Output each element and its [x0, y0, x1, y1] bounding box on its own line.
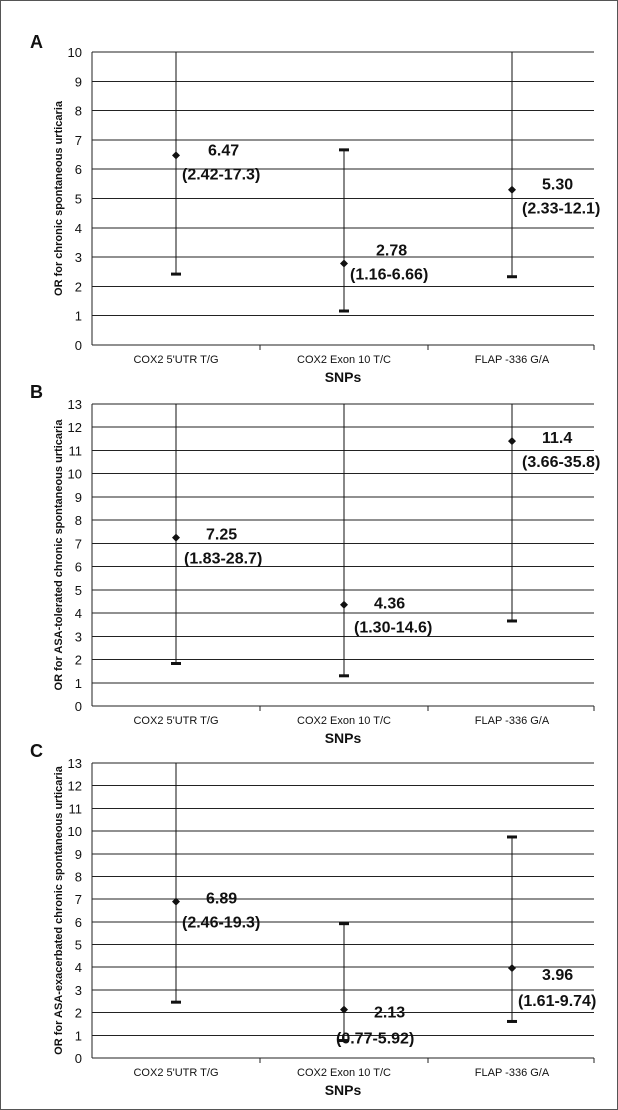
y-tick-label: 9 — [75, 847, 82, 862]
y-tick-label: 13 — [68, 756, 82, 771]
y-tick-label: 3 — [75, 250, 82, 265]
or-value-label: 2.13 — [374, 1005, 405, 1022]
y-axis-title: OR for ASA-tolerated chronic spontaneous… — [53, 419, 65, 691]
y-tick-label: 1 — [75, 676, 82, 691]
panel-letter: C — [30, 741, 43, 761]
x-tick-label: COX2 5'UTR T/G — [133, 354, 218, 366]
x-tick-label: FLAP -336 G/A — [475, 354, 550, 366]
ci-value-label: (1.30-14.6) — [354, 620, 432, 637]
y-tick-label: 2 — [75, 279, 82, 294]
y-tick-label: 5 — [75, 938, 82, 953]
x-tick-label: FLAP -336 G/A — [475, 715, 550, 727]
or-value-label: 6.89 — [206, 891, 237, 908]
y-tick-label: 4 — [75, 606, 82, 621]
or-value-label: 5.30 — [542, 177, 573, 194]
x-tick-label: COX2 Exon 10 T/C — [297, 354, 391, 366]
y-tick-label: 1 — [75, 309, 82, 324]
ci-value-label: (1.61-9.74) — [518, 993, 596, 1010]
or-value-label: 7.25 — [206, 527, 237, 544]
y-tick-label: 3 — [75, 983, 82, 998]
odds-ratio-point — [172, 897, 180, 906]
x-axis-title: SNPs — [325, 1082, 362, 1098]
x-tick-label: FLAP -336 G/A — [475, 1067, 550, 1079]
y-tick-label: 3 — [75, 629, 82, 644]
ci-value-label: (3.66-35.8) — [522, 454, 600, 471]
y-tick-label: 0 — [75, 1051, 82, 1066]
odds-ratio-point — [172, 151, 180, 160]
y-tick-label: 9 — [75, 490, 82, 505]
ci-value-label: (2.42-17.3) — [182, 166, 260, 183]
ci-value-label: (1.83-28.7) — [184, 551, 262, 568]
y-tick-label: 10 — [68, 467, 82, 482]
y-tick-label: 12 — [68, 779, 82, 794]
y-tick-label: 7 — [75, 133, 82, 148]
ci-value-label: (2.46-19.3) — [182, 915, 260, 932]
y-tick-label: 7 — [75, 536, 82, 551]
y-tick-label: 6 — [75, 560, 82, 575]
x-tick-label: COX2 5'UTR T/G — [133, 1067, 218, 1079]
y-tick-label: 11 — [69, 801, 83, 816]
or-value-label: 6.47 — [208, 142, 239, 159]
or-value-label: 2.78 — [376, 243, 407, 260]
y-tick-label: 8 — [75, 869, 82, 884]
y-tick-label: 1 — [75, 1028, 82, 1043]
y-tick-label: 11 — [69, 443, 83, 458]
y-tick-label: 5 — [75, 583, 82, 598]
y-axis-title: OR for chronic spontaneous urticaria — [53, 100, 65, 296]
ci-value-label: (0.77-5.92) — [336, 1031, 414, 1048]
odds-ratio-point — [508, 964, 516, 973]
y-tick-label: 4 — [75, 221, 82, 236]
or-value-label: 3.96 — [542, 967, 573, 984]
panel-letter: A — [30, 32, 43, 52]
y-tick-label: 13 — [68, 397, 82, 412]
y-tick-label: 8 — [75, 104, 82, 119]
odds-ratio-point — [508, 437, 516, 446]
x-tick-label: COX2 Exon 10 T/C — [297, 1067, 391, 1079]
panel-letter: B — [30, 382, 43, 402]
x-tick-label: COX2 Exon 10 T/C — [297, 715, 391, 727]
x-tick-label: COX2 5'UTR T/G — [133, 715, 218, 727]
y-tick-label: 2 — [75, 653, 82, 668]
ci-value-label: (1.16-6.66) — [350, 267, 428, 284]
odds-ratio-point — [172, 533, 180, 542]
or-value-label: 11.4 — [542, 430, 572, 447]
y-tick-label: 5 — [75, 192, 82, 207]
y-tick-label: 6 — [75, 162, 82, 177]
x-axis-title: SNPs — [325, 369, 362, 385]
y-tick-label: 12 — [68, 420, 82, 435]
x-axis-title: SNPs — [325, 730, 362, 746]
y-tick-label: 7 — [75, 892, 82, 907]
y-tick-label: 9 — [75, 74, 82, 89]
ci-value-label: (2.33-12.1) — [522, 201, 600, 218]
y-tick-label: 0 — [75, 338, 82, 353]
y-axis-title: OR for ASA-exacerbated chronic spontaneo… — [53, 765, 65, 1055]
y-tick-label: 6 — [75, 915, 82, 930]
odds-ratio-point — [340, 600, 348, 609]
y-tick-label: 10 — [68, 824, 82, 839]
y-tick-label: 2 — [75, 1006, 82, 1021]
y-tick-label: 4 — [75, 960, 82, 975]
odds-ratio-point — [340, 259, 348, 268]
y-tick-label: 10 — [68, 45, 82, 60]
y-tick-label: 8 — [75, 513, 82, 528]
odds-ratio-point — [508, 185, 516, 194]
y-tick-label: 0 — [75, 699, 82, 714]
odds-ratio-point — [340, 1005, 348, 1014]
or-value-label: 4.36 — [374, 596, 405, 613]
